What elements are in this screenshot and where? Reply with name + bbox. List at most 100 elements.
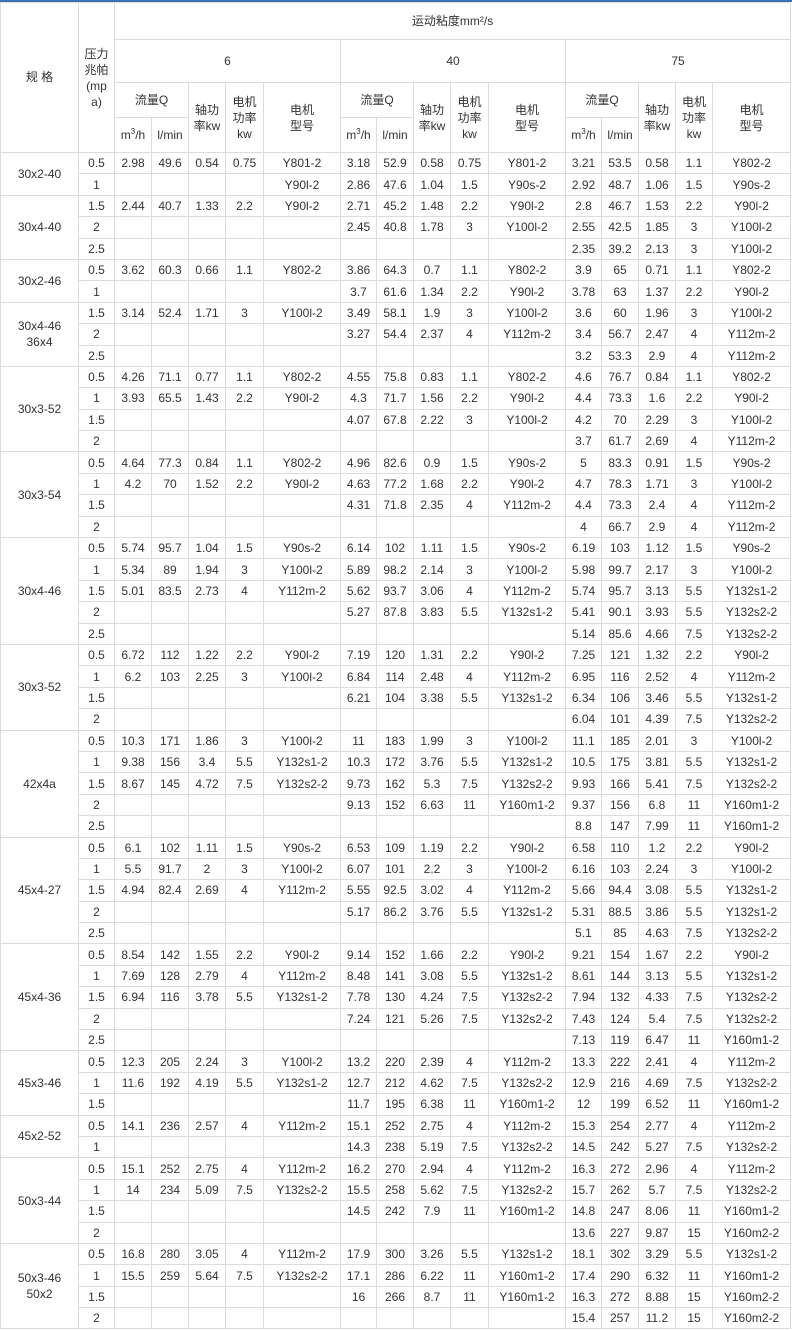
flow-m3h-cell: 9.21 [565, 943, 602, 966]
motor-model-cell [263, 601, 341, 624]
shaft-power-cell [413, 515, 451, 539]
table-row: 30x4-46 36x4 1.5 3.14 52.4 1.71 3 Y100l-2 3.49 5… [0, 301, 792, 367]
motor-power-cell: 3 [675, 301, 713, 325]
flow-m3h-cell: 4.3 [340, 387, 377, 410]
motor-power-cell [225, 1285, 264, 1309]
shaft-power-cell [188, 815, 226, 838]
pressure-cell: 1 [78, 558, 115, 581]
motor-power-cell: 4 [225, 879, 264, 902]
motor-model-cell: Y802-2 [263, 365, 341, 389]
motor-model-cell: Y132s2-2 [711, 986, 792, 1009]
shaft-power-cell [413, 922, 451, 945]
motor-model-header: 电机型号 [263, 82, 341, 153]
motor-model-cell [263, 280, 341, 303]
flow-lmin-cell: 60 [601, 301, 639, 325]
motor-model-cell [488, 708, 566, 731]
flow-m3h-cell [114, 1285, 152, 1309]
motor-model-cell: Y132s1-2 [711, 686, 792, 710]
flow-lmin-cell: 42.5 [601, 216, 639, 239]
shaft-power-cell: 6.52 [638, 1093, 676, 1116]
motor-power-cell: 11 [675, 1029, 713, 1052]
flow-m3h-cell: 14.3 [340, 1135, 377, 1159]
table-row: 2 9.13 152 6.63 11 Y160m1-2 9.37 156 6.8 11 Y160m1… [1, 793, 792, 817]
flow-lmin-cell [151, 237, 189, 260]
flow-lmin-cell [151, 1221, 189, 1244]
flow-lmin-cell: 257 [601, 1307, 639, 1330]
motor-model-cell: Y112m-2 [488, 1050, 566, 1073]
flow-lmin-cell [376, 1029, 414, 1052]
shaft-power-cell [188, 430, 226, 453]
flow-header: 流量Q [340, 82, 414, 118]
motor-model-cell [263, 922, 341, 945]
shaft-power-cell [188, 1135, 226, 1159]
flow-lmin-cell [376, 237, 414, 260]
shaft-power-cell: 3.81 [638, 750, 676, 774]
motor-model-cell [263, 216, 341, 239]
motor-model-header: 电机型号 [488, 82, 566, 153]
flow-m3h-cell: 2.71 [340, 194, 377, 218]
motor-model-cell: Y100l-2 [488, 408, 566, 432]
flow-lmin-cell: 99.7 [601, 558, 639, 581]
pressure-cell: 1.5 [78, 1200, 115, 1223]
shaft-power-cell: 1.48 [413, 194, 451, 218]
flow-m3h-cell [114, 216, 152, 239]
motor-model-cell: Y90l-2 [488, 643, 566, 667]
motor-model-cell: Y132s1-2 [711, 750, 792, 774]
table-row: 1.5 6.21 104 3.38 5.5 Y132s1-2 6.34 106 3.46 5.5 Y… [1, 686, 792, 710]
motor-model-cell: Y90l-2 [711, 194, 792, 218]
pressure-cell: 1.5 [78, 194, 115, 218]
shaft-power-cell: 3.76 [413, 900, 451, 924]
motor-model-cell [488, 237, 566, 260]
motor-power-cell [225, 1093, 264, 1116]
flow-m3h-cell [114, 494, 152, 517]
flow-m3h-cell [340, 344, 377, 367]
shaft-power-cell: 1.6 [638, 387, 676, 410]
flow-lmin-cell: 86.2 [376, 900, 414, 924]
pressure-cell: 2.5 [78, 622, 115, 645]
motor-model-cell: Y112m-2 [488, 494, 566, 517]
flow-lmin-cell: 166 [601, 772, 639, 795]
flow-lmin-cell: 63 [601, 280, 639, 303]
flow-m3h-cell: 9.13 [340, 793, 377, 817]
shaft-power-cell: 1.94 [188, 558, 226, 581]
shaft-power-cell: 1.53 [638, 194, 676, 218]
table-row: 1 9.38 156 3.4 5.5 Y132s1-2 10.3 172 3.76 5.5 Y132… [1, 750, 792, 774]
motor-power-cell: 5.5 [675, 750, 713, 774]
motor-power-cell [450, 237, 489, 260]
motor-power-header: 电机功率kw [675, 82, 713, 153]
motor-power-cell [225, 1029, 264, 1052]
motor-power-header: 电机功率kw [225, 82, 264, 153]
flow-lmin-cell: 95.7 [151, 537, 189, 560]
flow-lmin-cell: 286 [376, 1264, 414, 1287]
motor-model-cell: Y112m-2 [488, 579, 566, 603]
motor-power-cell: 4 [675, 494, 713, 517]
table-row: 2.5 7.13 119 6.47 11 Y160m1-2 [1, 1029, 792, 1052]
motor-model-cell: Y160m1-2 [488, 1200, 566, 1223]
table-row: 2.5 2.35 39.2 2.13 3 Y100l-2 [1, 237, 792, 260]
motor-model-cell: Y90s-2 [263, 836, 341, 859]
flow-m3h-cell: 14.5 [340, 1200, 377, 1223]
motor-power-cell [225, 1007, 264, 1031]
flow-lmin-cell: 156 [151, 750, 189, 774]
pressure-cell: 2 [78, 708, 115, 731]
flow-lmin-cell: 58.1 [376, 301, 414, 325]
motor-model-cell: Y112m-2 [711, 665, 792, 688]
flow-header: 流量Q [114, 82, 189, 118]
table-row: 1 14.3 238 5.19 7.5 Y132s2-2 14.5 242 5.27 7.5 Y13… [1, 1135, 792, 1159]
motor-power-cell: 2.2 [225, 943, 264, 966]
motor-power-cell [225, 793, 264, 817]
flow-m3h-cell: 10.3 [340, 750, 377, 774]
flow-m3h-cell: 16 [340, 1285, 377, 1309]
table-row: 1.5 6.94 116 3.78 5.5 Y132s1-2 7.78 130 4.24 7.5 Y… [1, 986, 792, 1009]
flow-m3h-cell [340, 708, 377, 731]
flow-lmin-cell: 40.7 [151, 194, 189, 218]
motor-power-cell [450, 515, 489, 539]
flow-lmin-cell: 124 [601, 1007, 639, 1031]
flow-m3h-cell: 7.13 [565, 1029, 602, 1052]
motor-power-cell [450, 708, 489, 731]
flow-m3h-cell: 6.72 [114, 643, 152, 667]
pressure-cell: 1 [78, 173, 115, 196]
table-row: 30x3-52 0.5 6.72 112 1.22 2.2 Y90l-2 7.19 120 1.3… [0, 643, 792, 731]
pressure-cell: 1.5 [78, 772, 115, 795]
unit-m3h-header: m3/h [340, 117, 377, 153]
